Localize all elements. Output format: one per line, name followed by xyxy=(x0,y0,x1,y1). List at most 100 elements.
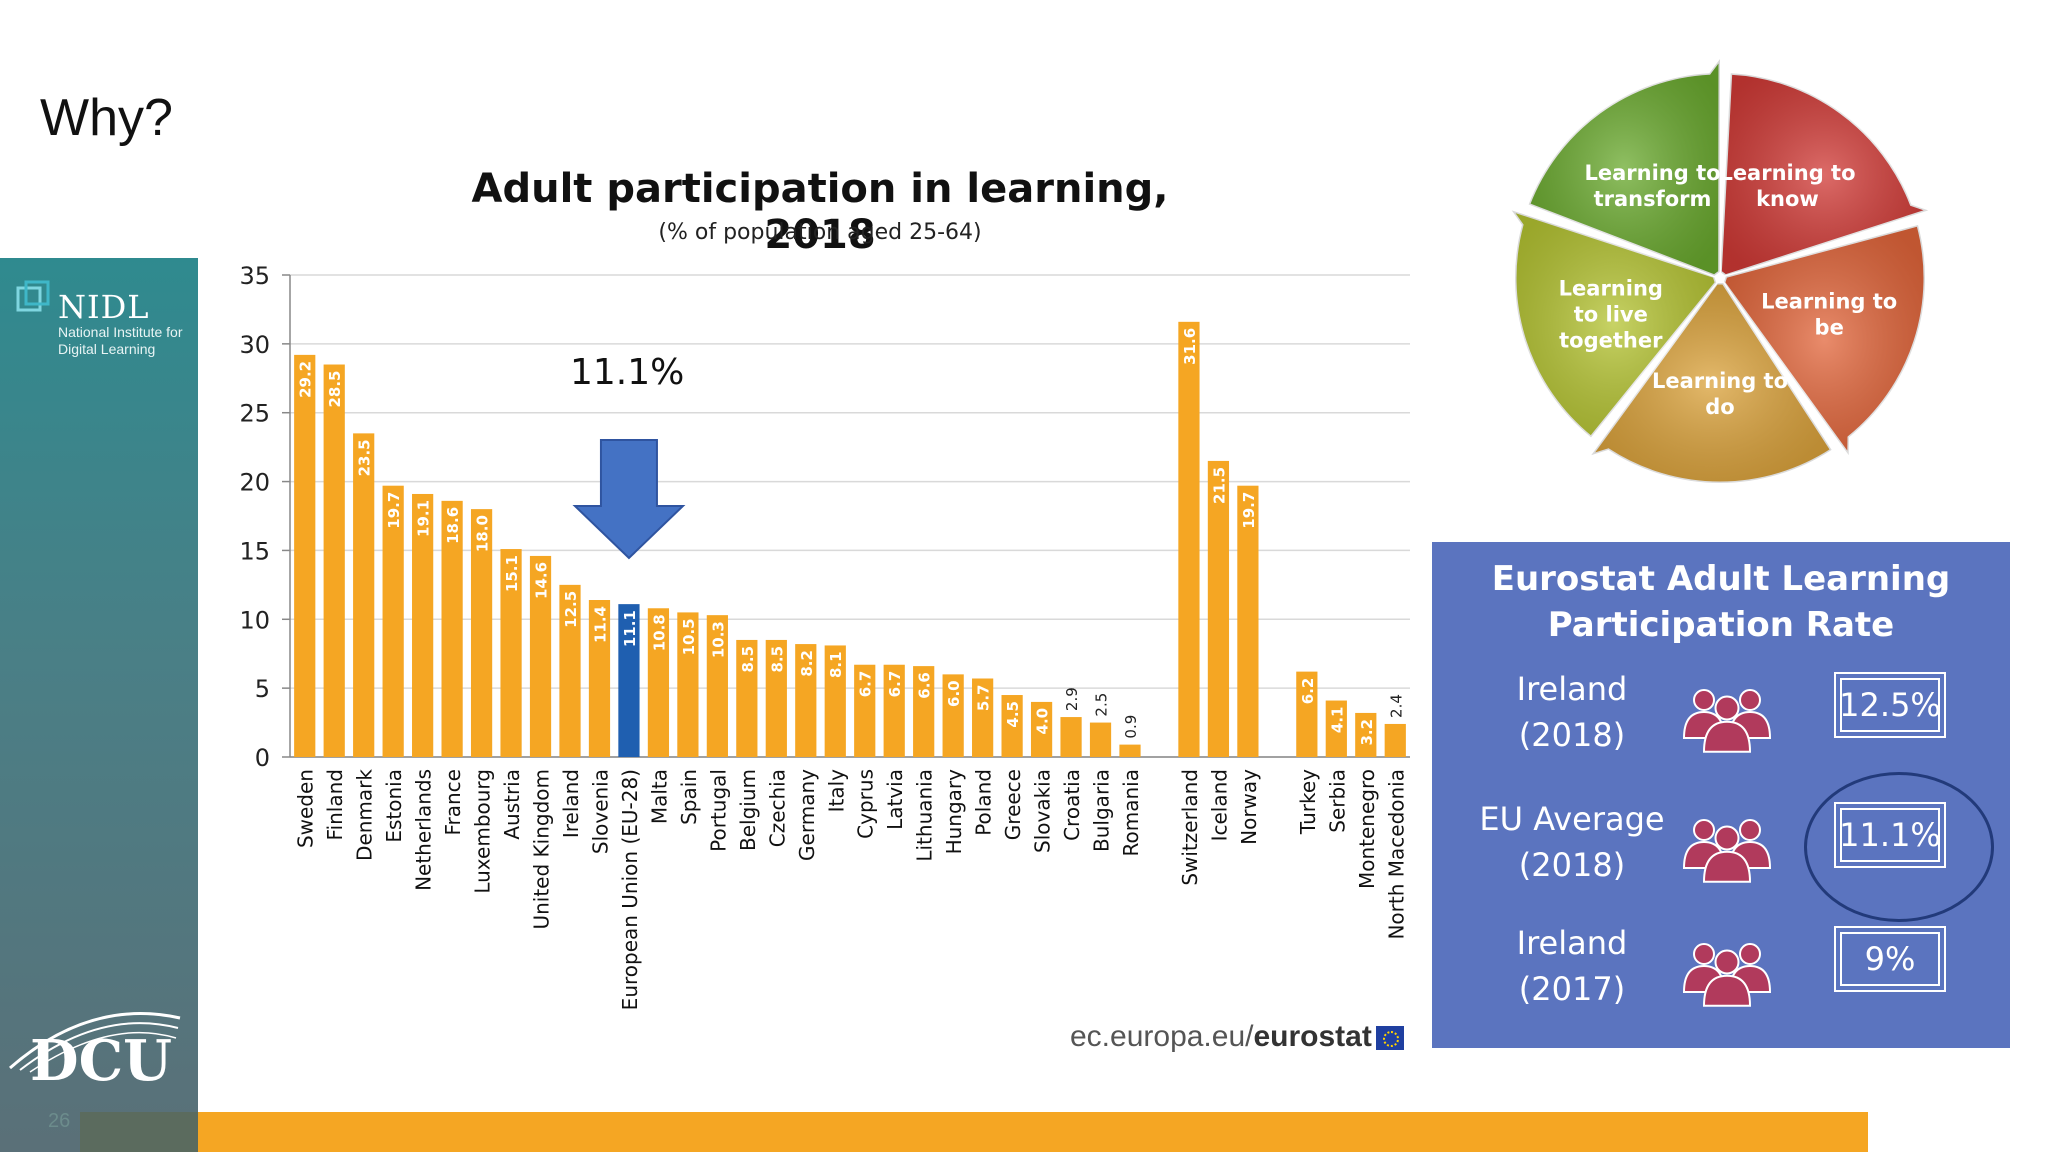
x-tick-label: Malta xyxy=(647,769,671,824)
bar xyxy=(824,645,846,757)
person-body xyxy=(1702,720,1752,753)
row-label-line2: (2017) xyxy=(1518,970,1626,1008)
row-ireland-2017-label: Ireland (2017) xyxy=(1462,920,1682,1012)
x-tick-label: Netherlands xyxy=(412,769,436,891)
page-number: 26 xyxy=(48,1110,71,1132)
nidl-name: NIDL xyxy=(58,288,150,326)
y-tick-label: 15 xyxy=(239,537,270,565)
bar-value-label: 6.7 xyxy=(886,671,904,698)
row-label-line1: Ireland xyxy=(1516,670,1628,708)
bar-value-label: 21.5 xyxy=(1210,467,1228,504)
bar xyxy=(1178,321,1200,757)
eu-flag-icon xyxy=(1375,1026,1404,1051)
x-tick-label: Norway xyxy=(1237,769,1261,845)
x-tick-label: Estonia xyxy=(382,769,406,843)
panel-title-line2: Participation Rate xyxy=(1547,605,1895,645)
bar-value-label: 12.5 xyxy=(562,591,580,628)
row-eu-average-label: EU Average (2018) xyxy=(1462,796,1682,888)
bar-value-label: 0.9 xyxy=(1122,715,1140,739)
x-tick-label: Spain xyxy=(677,769,701,825)
bar-value-label: 6.6 xyxy=(916,672,934,699)
bar-value-label: 6.2 xyxy=(1299,678,1317,705)
source-prefix: ec.europa.eu/ xyxy=(1070,1020,1254,1053)
person-head xyxy=(1714,949,1740,975)
source-link[interactable]: ec.europa.eu/eurostat xyxy=(1070,1020,1404,1054)
bar-value-label: 28.5 xyxy=(326,371,344,408)
highlight-circle xyxy=(1804,772,1994,922)
bar xyxy=(972,678,994,757)
down-arrow-icon xyxy=(572,439,686,560)
person-head xyxy=(1693,689,1715,711)
source-bold: eurostat xyxy=(1253,1020,1372,1053)
x-tick-label: Latvia xyxy=(883,769,907,830)
bar-value-label: 2.9 xyxy=(1063,687,1081,711)
bar xyxy=(618,604,640,757)
bar xyxy=(1060,717,1082,757)
x-tick-label: North Macedonia xyxy=(1384,769,1408,940)
bar xyxy=(1089,722,1112,757)
row-label-line2: (2018) xyxy=(1518,846,1626,884)
x-tick-label: Croatia xyxy=(1060,769,1084,841)
sidebar-branding: NIDL National Institute for Digital Lear… xyxy=(0,258,198,1152)
x-tick-label: Switzerland xyxy=(1178,769,1202,886)
bar-value-label: 18.0 xyxy=(474,515,492,552)
x-tick-label: Slovakia xyxy=(1031,769,1055,853)
wheel-segment-shade xyxy=(1720,73,1929,276)
row-eu-average-value: 11.1% xyxy=(1834,802,1946,868)
bar xyxy=(706,615,728,757)
bar xyxy=(942,674,964,757)
bar-value-label: 4.5 xyxy=(1004,701,1022,728)
bar-value-label: 8.5 xyxy=(768,646,786,673)
row-ireland-2017-value: 9% xyxy=(1834,926,1946,992)
bar xyxy=(1355,712,1377,757)
people-icon xyxy=(1682,943,1772,1007)
y-tick-label: 30 xyxy=(239,331,270,359)
wheel-segment-shade xyxy=(1511,210,1717,438)
bar xyxy=(382,485,404,757)
dcu-logo-text: DCU xyxy=(30,1028,172,1094)
person-body xyxy=(1702,850,1752,883)
x-tick-label: Germany xyxy=(795,769,819,861)
bar xyxy=(559,584,581,757)
wheel-label: Learning to know xyxy=(1719,161,1855,211)
bar xyxy=(1001,695,1023,757)
x-tick-label: Lithuania xyxy=(913,769,937,862)
x-tick-label: Turkey xyxy=(1296,769,1320,835)
bar xyxy=(323,364,345,757)
x-tick-label: European Union (EU-28) xyxy=(618,769,642,1010)
bar xyxy=(795,644,817,757)
y-tick-label: 0 xyxy=(255,744,270,772)
bar-value-label: 18.6 xyxy=(444,507,462,544)
bar xyxy=(854,664,876,757)
panel-title-line1: Eurostat Adult Learning xyxy=(1491,559,1951,599)
x-tick-label: Portugal xyxy=(706,769,730,852)
wheel-label: Learning to transform xyxy=(1584,161,1720,211)
panel-title: Eurostat Adult Learning Participation Ra… xyxy=(1432,556,2010,648)
bar-value-label: 3.2 xyxy=(1358,719,1376,746)
bar xyxy=(294,354,316,757)
x-tick-label: Romania xyxy=(1119,769,1143,856)
row-ireland-2018-value: 12.5% xyxy=(1834,672,1946,738)
bar-value-label: 8.2 xyxy=(798,650,816,677)
bar xyxy=(647,608,670,757)
bar-value-label: 11.4 xyxy=(591,606,609,643)
x-tick-label: Italy xyxy=(824,769,848,813)
bar-value-label: 8.5 xyxy=(739,646,757,673)
bar xyxy=(1384,723,1406,757)
x-tick-label: Czechia xyxy=(765,769,789,847)
x-tick-label: Ireland xyxy=(559,769,583,838)
x-tick-label: Bulgaria xyxy=(1090,769,1114,852)
x-tick-label: Hungary xyxy=(942,769,966,855)
bar-value-label: 10.5 xyxy=(680,618,698,655)
learning-wheel: Learning to know Learning to be Learning to d… xyxy=(1507,58,1934,485)
wheel-segment-shade xyxy=(1528,59,1720,276)
bar-value-label: 2.4 xyxy=(1387,694,1405,718)
x-tick-label: Serbia xyxy=(1325,769,1349,833)
person-head xyxy=(1714,825,1740,851)
x-tick-label: Greece xyxy=(1001,769,1025,840)
person-head xyxy=(1739,689,1761,711)
bar xyxy=(441,500,463,757)
wheel-segment-shade xyxy=(1723,224,1925,456)
person-head xyxy=(1739,819,1761,841)
